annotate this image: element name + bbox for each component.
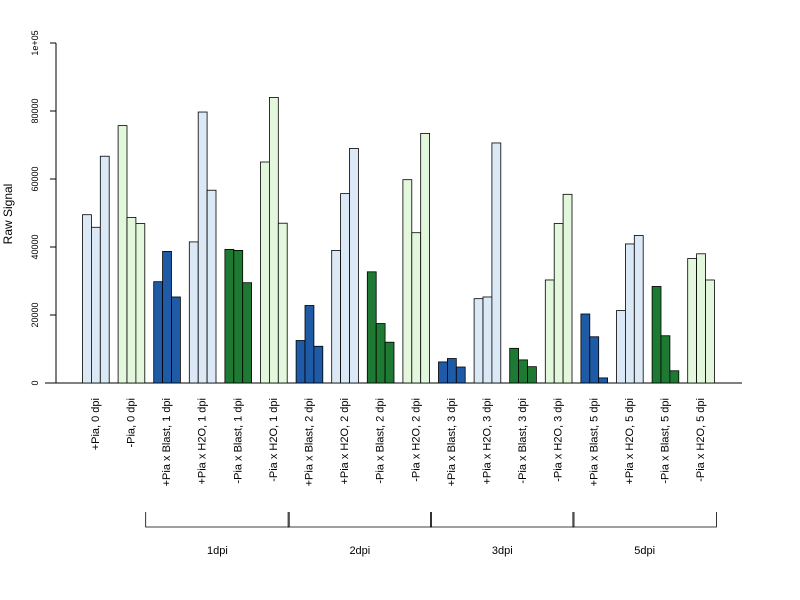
bar (633, 235, 644, 384)
bar (99, 155, 110, 384)
y-tick-label: 60000 (30, 166, 40, 191)
bar (598, 377, 609, 384)
bar (375, 323, 386, 384)
bar (295, 340, 306, 384)
bar (206, 189, 217, 384)
bar (696, 253, 706, 384)
bar (402, 179, 413, 384)
y-tick-label: 20000 (30, 302, 40, 327)
category-label: -Pia x Blast, 1 dpi (232, 398, 244, 484)
group-label: 1dpi (207, 545, 228, 557)
group-bracket (145, 512, 290, 528)
category-label: -Pia x Blast, 2 dpi (375, 398, 387, 484)
bar (527, 366, 537, 384)
bar (473, 298, 484, 384)
bar (268, 97, 279, 384)
bar (562, 193, 573, 384)
category-label: -Pia x Blast, 5 dpi (659, 398, 671, 484)
category-label: +Pia x H2O, 5 dpi (624, 398, 636, 485)
category-label: +Pia x H2O, 2 dpi (339, 398, 351, 485)
bar (366, 271, 377, 384)
group-label: 2dpi (349, 545, 370, 557)
y-tick-label: 1e+05 (30, 30, 40, 55)
bar (616, 310, 626, 384)
bar (518, 359, 528, 384)
bar (491, 142, 502, 384)
bar (687, 258, 698, 384)
y-tick-label: 0 (30, 380, 40, 385)
bars (82, 97, 715, 384)
bar (135, 223, 146, 384)
category-label: -Pia, 0 dpi (125, 398, 137, 448)
bar (242, 282, 252, 384)
category-label: -Pia x H2O, 2 dpi (410, 398, 422, 482)
bar (260, 161, 270, 384)
bar (188, 241, 199, 384)
category-label: +Pia, 0 dpi (90, 398, 102, 450)
category-label: +Pia x Blast, 3 dpi (446, 398, 458, 486)
category-label: -Pia x H2O, 5 dpi (695, 398, 707, 482)
group-bracket (287, 512, 433, 528)
category-labels: +Pia, 0 dpi -Pia, 0 dpi +Pia x Blast, 1 dp… (90, 398, 707, 486)
bar (589, 336, 600, 384)
category-label: +Pia x H2O, 1 dpi (197, 398, 209, 485)
bar (349, 147, 359, 384)
bar (117, 125, 128, 384)
bar (482, 296, 493, 384)
group-brackets: 1dpi 2dpi 3dpi 5dpi (145, 512, 717, 557)
group-label: 5dpi (634, 545, 655, 557)
bar (420, 133, 431, 384)
bar (331, 249, 342, 384)
bar (544, 279, 555, 384)
category-label: +Pia x Blast, 2 dpi (303, 398, 315, 486)
group-bracket (572, 512, 717, 528)
bar (126, 217, 137, 384)
bar (625, 243, 635, 384)
bar (660, 335, 671, 384)
group-bracket (430, 512, 575, 528)
bar (277, 222, 288, 384)
group-label: 3dpi (492, 545, 513, 557)
y-tick-label: 40000 (30, 234, 40, 259)
category-label: -Pia x Blast, 3 dpi (517, 398, 529, 484)
category-label: -Pia x H2O, 1 dpi (268, 398, 280, 482)
category-label: -Pia x H2O, 3 dpi (553, 398, 565, 482)
bar (553, 223, 564, 384)
bar (438, 361, 448, 384)
bar (171, 296, 181, 384)
bar (651, 286, 662, 384)
category-label: +Pia x Blast, 5 dpi (588, 398, 600, 486)
bar (313, 345, 324, 384)
bar (509, 347, 520, 384)
bar (233, 249, 244, 384)
bar (224, 248, 235, 384)
category-label: +Pia x H2O, 3 dpi (481, 398, 493, 485)
bar (82, 214, 92, 384)
category-label: +Pia x Blast, 1 dpi (161, 398, 173, 486)
bar (705, 279, 715, 384)
bar (162, 251, 172, 384)
bar (384, 341, 395, 384)
y-axis: 0 20000 40000 60000 80000 1e+05 (30, 30, 57, 386)
y-tick-label: 80000 (30, 98, 40, 123)
bar (197, 111, 208, 384)
bar (153, 281, 163, 384)
bar (580, 313, 591, 384)
bar (411, 232, 422, 384)
y-axis-label: Raw Signal (1, 184, 15, 245)
bar (340, 193, 350, 384)
bar (304, 305, 315, 384)
bar (446, 358, 457, 384)
bar (669, 370, 680, 384)
bar (91, 226, 101, 384)
bar (455, 366, 466, 384)
